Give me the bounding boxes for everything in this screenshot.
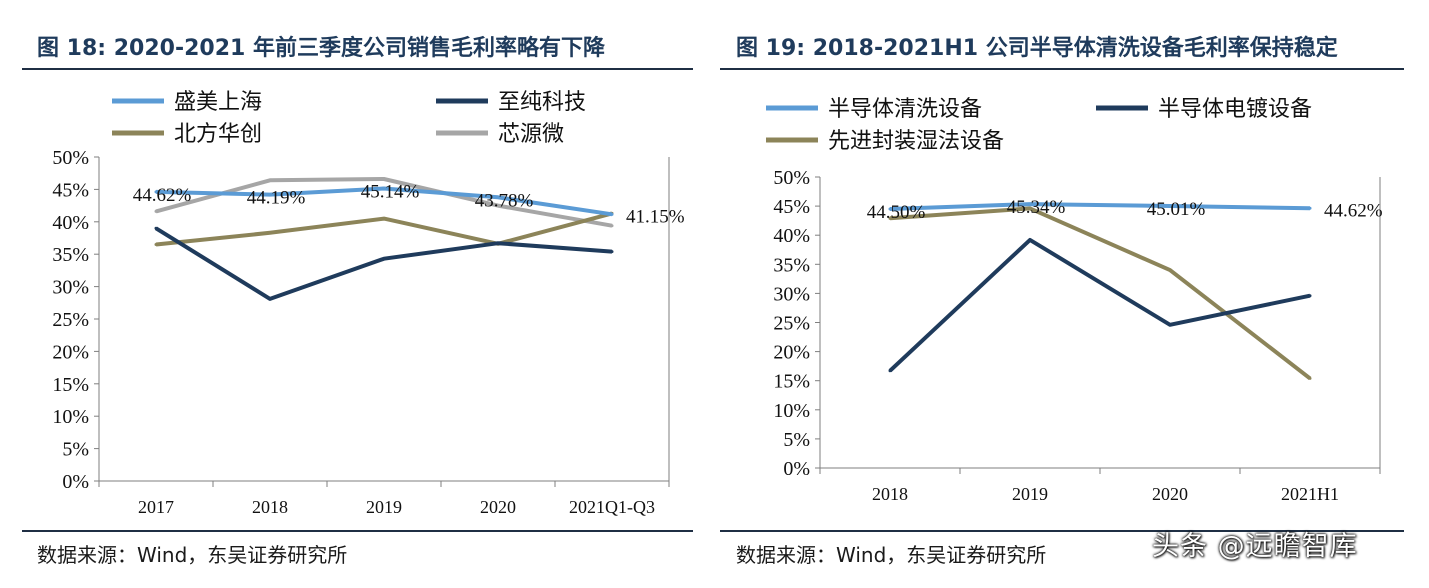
right-chart: 0% 5% 10% 15% 20% 25% 30% 35% 40% 45% 50% 2018 2019 2… (766, 97, 1383, 504)
right-y-tick-label: 5% (783, 429, 810, 451)
left-y-tick-label: 45% (52, 179, 89, 201)
right-data-point (1168, 204, 1172, 208)
left-data-point (154, 242, 158, 246)
right-data-label: 44.62% (1324, 200, 1383, 221)
right-y-tick-label: 50% (773, 167, 810, 189)
right-data-point (1168, 268, 1172, 272)
right-series-line-1 (888, 237, 1311, 373)
right-data-label: 45.34% (1007, 197, 1066, 218)
left-y-tick-label: 30% (52, 277, 89, 299)
left-x-tick-label: 2021Q1-Q3 (569, 497, 655, 517)
right-title-rule (720, 68, 1404, 70)
left-data-point (496, 195, 500, 199)
left-x-tick-label: 2017 (138, 497, 174, 517)
right-data-label: 45.01% (1147, 199, 1206, 220)
right-y-tick-label: 20% (773, 342, 810, 364)
left-y-tick-label: 35% (52, 244, 89, 266)
left-data-label: 44.62% (133, 185, 192, 206)
left-figure: 图 18: 2020-2021 年前三季度公司销售毛利率略有下降 0% 5% 10%… (0, 0, 700, 578)
right-x-tick-label: 2018 (872, 484, 908, 504)
right-series-line-0 (889, 202, 1311, 211)
right-y-tick-label: 25% (773, 313, 810, 335)
right-series-line-2 (889, 206, 1312, 380)
right-y-tick-label: 45% (773, 196, 810, 218)
left-x-tick-label: 2018 (252, 497, 288, 517)
left-legend-label: 盛美上海 (174, 90, 262, 115)
left-source-note: 数据来源：Wind，东吴证券研究所 (37, 543, 348, 567)
left-y-tick-label: 10% (52, 406, 89, 428)
right-figure: 图 19: 2018-2021H1 公司半导体清洗设备毛利率保持稳定 0% 5% 1… (714, 0, 1429, 578)
right-data-label: 44.50% (867, 202, 926, 223)
left-data-point (382, 186, 386, 190)
left-data-point (268, 178, 272, 182)
left-y-tick-label: 50% (52, 147, 89, 169)
watermark: 头条 @远瞻智库 (1152, 531, 1358, 562)
left-legend-label: 至纯科技 (498, 90, 586, 115)
left-data-label: 44.19% (247, 188, 306, 209)
left-legend-label: 芯源微 (498, 122, 564, 147)
left-data-point (382, 217, 386, 221)
left-data-point (382, 177, 386, 181)
right-x-tick-label: 2019 (1012, 484, 1048, 504)
right-data-point (1308, 376, 1312, 380)
right-data-point (888, 207, 892, 211)
left-data-label: 43.78% (475, 190, 534, 211)
right-x-tick-label: 2020 (1152, 484, 1188, 504)
left-title-rule (22, 68, 693, 70)
left-bottom-rule (22, 530, 693, 532)
left-legend-label: 北方华创 (174, 122, 262, 147)
left-x-tick-label: 2020 (480, 497, 516, 517)
left-y-tick-label: 20% (52, 341, 89, 363)
right-data-point (1308, 294, 1312, 298)
left-data-label: 41.15% (626, 206, 685, 227)
right-data-point (888, 216, 892, 220)
left-data-point (382, 257, 386, 261)
left-data-point (154, 226, 158, 230)
left-data-point (610, 250, 614, 254)
left-y-tick-label: 5% (62, 439, 89, 461)
right-source-note: 数据来源：Wind，东吴证券研究所 (736, 543, 1047, 567)
right-data-point (1168, 323, 1172, 327)
right-data-point (1028, 206, 1032, 210)
right-y-tick-label: 35% (773, 254, 810, 276)
right-legend-label: 先进封装湿法设备 (828, 129, 1004, 154)
left-data-point (268, 193, 272, 197)
right-legend-label: 半导体清洗设备 (828, 97, 982, 122)
left-chart: 0% 5% 10% 15% 20% 25% 30% 35% 40% 45% 50% 2017 2018 2… (52, 90, 685, 517)
left-y-tick-label: 0% (62, 471, 89, 493)
right-y-tick-label: 10% (773, 400, 810, 422)
right-x-tick-label: 2021H1 (1281, 484, 1339, 504)
right-data-point (1308, 206, 1312, 210)
left-figure-title: 图 18: 2020-2021 年前三季度公司销售毛利率略有下降 (37, 36, 605, 61)
left-data-label: 45.14% (361, 181, 420, 202)
right-y-tick-label: 0% (783, 458, 810, 480)
left-data-point (268, 297, 272, 301)
right-bottom-rule (720, 530, 1404, 532)
right-data-point (1028, 238, 1032, 242)
left-data-point (154, 190, 158, 194)
right-y-tick-label: 30% (773, 283, 810, 305)
right-legend-label: 半导体电镀设备 (1158, 97, 1312, 122)
left-data-point (610, 212, 614, 216)
left-data-point (154, 209, 158, 213)
left-x-tick-label: 2019 (366, 497, 402, 517)
left-y-tick-label: 15% (52, 374, 89, 396)
left-y-tick-label: 25% (52, 309, 89, 331)
right-y-tick-label: 15% (773, 371, 810, 393)
left-data-point (496, 241, 500, 245)
left-data-point (610, 224, 614, 228)
left-data-point (496, 204, 500, 208)
right-data-point (888, 369, 892, 373)
right-figure-title: 图 19: 2018-2021H1 公司半导体清洗设备毛利率保持稳定 (736, 36, 1338, 61)
right-data-point (1028, 202, 1032, 206)
left-y-tick-label: 40% (52, 212, 89, 234)
left-data-point (268, 231, 272, 235)
right-y-tick-label: 40% (773, 225, 810, 247)
